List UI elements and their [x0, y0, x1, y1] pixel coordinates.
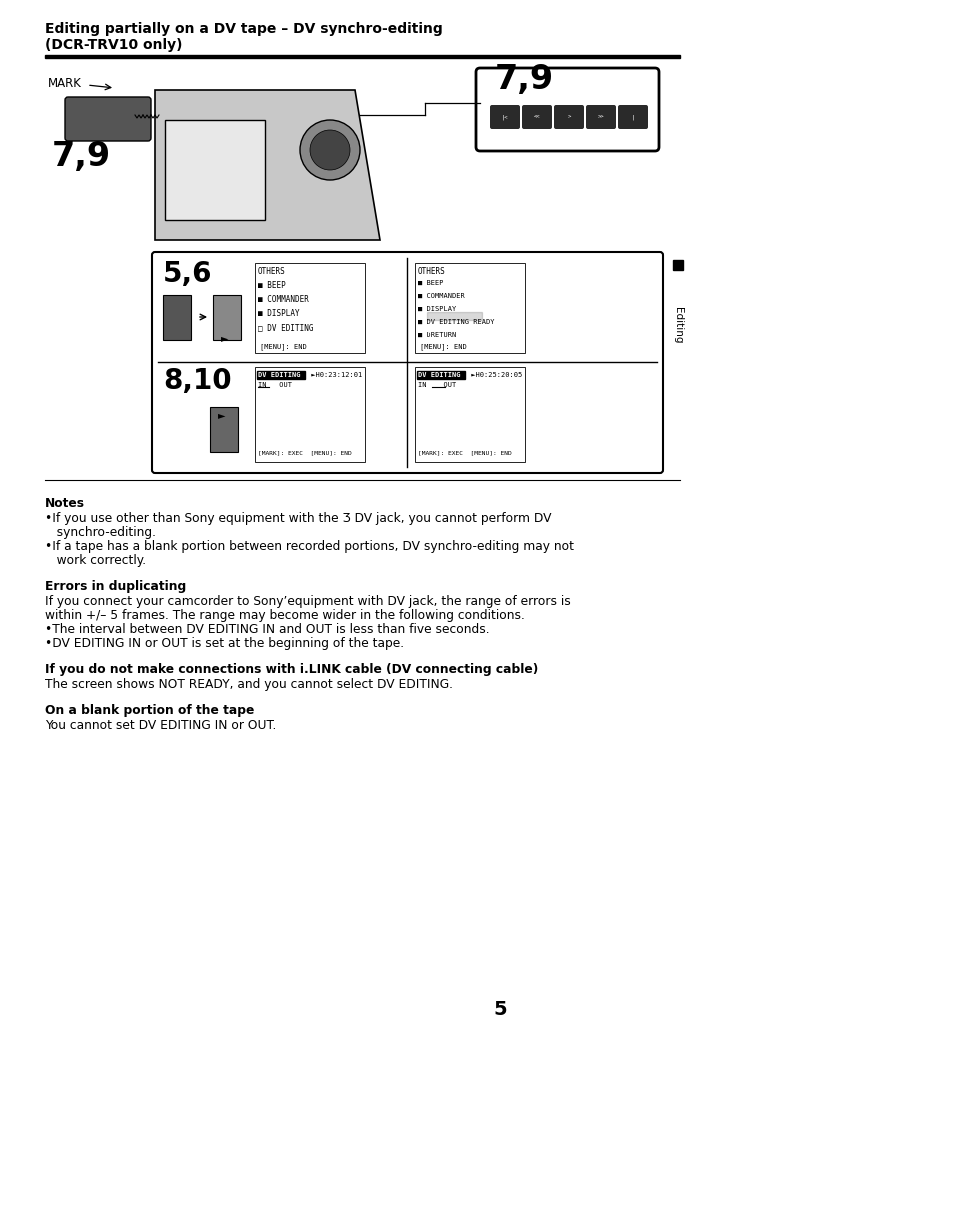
Text: DV EDITING: DV EDITING [417, 372, 464, 378]
Text: ►H0:23:12:01: ►H0:23:12:01 [307, 372, 362, 378]
Bar [256, 371, 305, 379]
Text: MARK: MARK [48, 77, 82, 90]
Text: (DCR-TRV10 only): (DCR-TRV10 only) [45, 38, 182, 52]
FancyBboxPatch shape [65, 97, 151, 141]
Text: ■ ƲRETURN: ■ ƲRETURN [417, 332, 456, 338]
Text: •DV EDITING IN or OUT is set at the beginning of the tape.: •DV EDITING IN or OUT is set at the begi… [45, 637, 404, 650]
Polygon shape [154, 90, 379, 239]
Text: OTHERS: OTHERS [257, 266, 286, 276]
Text: The screen shows NOT READY, and you cannot select DV EDITING.: The screen shows NOT READY, and you cann… [45, 678, 453, 691]
Bar [415, 263, 524, 352]
Text: You cannot set DV EDITING IN or OUT.: You cannot set DV EDITING IN or OUT. [45, 720, 276, 732]
FancyBboxPatch shape [585, 106, 616, 129]
Text: ■ BEEP: ■ BEEP [417, 280, 443, 286]
Bar [427, 312, 481, 321]
Text: Notes: Notes [45, 497, 85, 510]
Text: 8,10: 8,10 [163, 367, 232, 395]
Text: ■ DISPLAY: ■ DISPLAY [257, 309, 299, 318]
Text: [MARK]: EXEC  [MENU]: END: [MARK]: EXEC [MENU]: END [257, 449, 352, 456]
FancyBboxPatch shape [554, 106, 583, 129]
Text: 7,9: 7,9 [52, 140, 111, 173]
Bar [45, 54, 679, 58]
Text: Editing: Editing [672, 307, 682, 344]
Text: work correctly.: work correctly. [45, 554, 146, 567]
Text: 7,9: 7,9 [495, 63, 554, 96]
Bar [213, 295, 241, 340]
Bar [163, 295, 191, 340]
Text: ■ COMMANDER: ■ COMMANDER [257, 295, 309, 305]
Text: Editing partially on a DV tape – DV synchro-editing: Editing partially on a DV tape – DV sync… [45, 22, 442, 36]
Text: •The interval between DV EDITING IN and OUT is less than five seconds.: •The interval between DV EDITING IN and … [45, 623, 489, 636]
Text: If you do not make connections with i.LINK cable (DV connecting cable): If you do not make connections with i.LI… [45, 663, 537, 675]
Text: ■ DV EDITING READY: ■ DV EDITING READY [417, 319, 494, 325]
Text: On a blank portion of the tape: On a blank portion of the tape [45, 704, 254, 717]
FancyBboxPatch shape [521, 106, 552, 129]
Text: ■ DISPLAY: ■ DISPLAY [417, 306, 456, 312]
Text: [MARK]: EXEC  [MENU]: END: [MARK]: EXEC [MENU]: END [417, 449, 511, 456]
Bar [210, 406, 237, 452]
Text: Errors in duplicating: Errors in duplicating [45, 580, 186, 593]
Text: IN   OUT: IN OUT [257, 382, 292, 388]
Text: |<: |< [501, 114, 508, 120]
Text: •If a tape has a blank portion between recorded portions, DV synchro-editing may: •If a tape has a blank portion between r… [45, 540, 574, 553]
FancyBboxPatch shape [476, 68, 659, 151]
Text: •If you use other than Sony equipment with the Ʒ DV jack, you cannot perform DV: •If you use other than Sony equipment wi… [45, 512, 551, 526]
Bar [415, 367, 524, 462]
Text: DV EDITING: DV EDITING [257, 372, 304, 378]
FancyBboxPatch shape [490, 106, 519, 129]
Text: ►: ► [218, 410, 226, 420]
Circle shape [299, 120, 359, 181]
FancyBboxPatch shape [618, 106, 647, 129]
Bar [254, 367, 365, 462]
Text: If you connect your camcorder to Sony’equipment with DV jack, the range of error: If you connect your camcorder to Sony’eq… [45, 596, 570, 608]
Text: [MENU]: END: [MENU]: END [419, 343, 466, 350]
Text: <<: << [533, 114, 539, 119]
Text: 5,6: 5,6 [163, 260, 213, 289]
Bar [416, 371, 464, 379]
Text: 5: 5 [493, 1000, 506, 1019]
Text: ►H0:25:20:05: ►H0:25:20:05 [467, 372, 521, 378]
Text: synchro-editing.: synchro-editing. [45, 526, 156, 539]
Circle shape [310, 130, 350, 169]
FancyBboxPatch shape [152, 252, 662, 473]
Text: >>: >> [598, 114, 603, 119]
Text: □ DV EDITING: □ DV EDITING [257, 323, 314, 332]
Bar [165, 120, 265, 220]
Bar [254, 263, 365, 352]
Text: OTHERS: OTHERS [417, 266, 445, 276]
Text: ■ BEEP: ■ BEEP [257, 281, 286, 290]
Text: ■ COMMANDER: ■ COMMANDER [417, 293, 464, 298]
Text: >: > [567, 114, 570, 119]
Bar [672, 260, 682, 270]
Text: ►: ► [221, 333, 229, 343]
Text: [MENU]: END: [MENU]: END [260, 343, 307, 350]
Text: |: | [631, 114, 634, 120]
Text: within +/– 5 frames. The range may become wider in the following conditions.: within +/– 5 frames. The range may becom… [45, 609, 524, 623]
Text: IN    OUT: IN OUT [417, 382, 456, 388]
